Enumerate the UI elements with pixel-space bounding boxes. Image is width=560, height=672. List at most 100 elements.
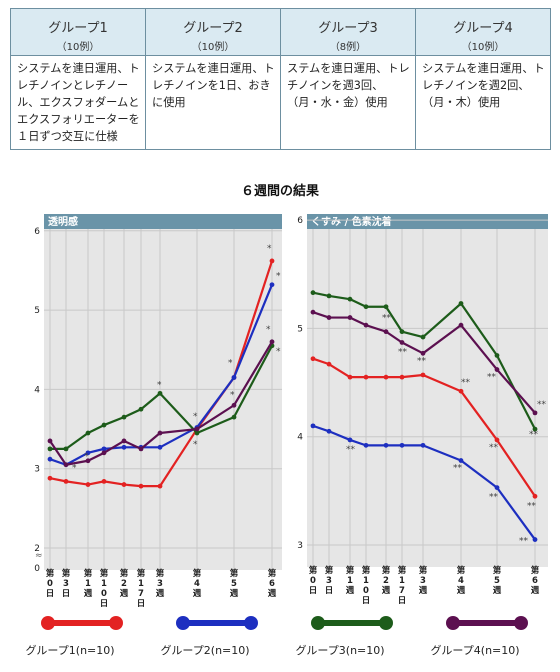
data-point-4 <box>383 329 389 335</box>
svg-text:第: 第 <box>531 565 540 576</box>
svg-text:1: 1 <box>101 579 107 589</box>
svg-text:第: 第 <box>230 568 239 579</box>
chart-dullness: くすみ / 色素沈着 3 4 5 6 ** ** ** ** ** ** ** ** ** ** ** ** **… <box>297 214 548 606</box>
data-point-3 <box>363 304 369 310</box>
svg-text:週: 週 <box>531 586 540 596</box>
data-point-1 <box>269 258 275 264</box>
groups-table: グループ1 （10例） グループ2 （10例） グループ3 （8例） グループ4 （10… <box>10 8 551 150</box>
series-line-3 <box>50 345 273 450</box>
svg-text:週: 週 <box>268 589 277 599</box>
legend-dot <box>514 616 528 630</box>
panel-header-right <box>307 214 548 229</box>
y-tick-label: 6 <box>34 227 40 237</box>
data-point-3 <box>101 422 107 428</box>
data-point-2 <box>532 537 538 542</box>
axis-break-icon: ≈ <box>35 551 43 561</box>
data-point-4 <box>494 367 500 372</box>
data-point-1 <box>399 374 405 380</box>
y-tick-label: 0 <box>34 564 40 574</box>
group-2-header: グループ2 （10例） <box>145 8 281 56</box>
svg-text:第: 第 <box>382 565 391 576</box>
x-tick-label: 第5週 <box>493 565 502 596</box>
series-line-3 <box>312 291 536 430</box>
data-point-2 <box>347 437 353 443</box>
significance-mark: ** <box>487 373 497 383</box>
significance-mark: * <box>276 272 281 282</box>
series-line-4 <box>49 341 273 466</box>
data-point-2 <box>231 375 237 380</box>
data-point-4 <box>121 438 127 444</box>
x-tick-label: 第3週 <box>156 568 165 599</box>
x-tick-label: 第3週 <box>419 565 428 596</box>
data-point-2 <box>269 282 275 288</box>
legend-dot <box>446 616 460 630</box>
svg-text:第: 第 <box>137 568 146 579</box>
svg-text:第: 第 <box>193 568 202 579</box>
svg-text:第: 第 <box>120 568 129 579</box>
svg-text:第: 第 <box>84 568 93 579</box>
significance-mark: * <box>228 359 233 369</box>
data-point-4 <box>194 426 200 432</box>
significance-mark: * <box>193 412 198 422</box>
chart-title-right: くすみ / 色素沈着 <box>311 215 392 228</box>
x-tick-label: 第6週 <box>531 565 540 596</box>
y-tick-label: 2 <box>34 544 40 554</box>
series-line-2 <box>312 424 536 541</box>
y-tick-label: 3 <box>297 541 303 551</box>
svg-text:1: 1 <box>363 576 369 586</box>
x-tick-label: 第4週 <box>457 565 466 596</box>
significance-mark: * <box>267 244 272 254</box>
data-point-2 <box>383 442 389 448</box>
data-point-1 <box>347 374 353 380</box>
data-point-1 <box>121 482 127 487</box>
data-point-4 <box>157 430 163 436</box>
significance-mark: * <box>84 452 89 462</box>
data-point-4 <box>347 315 353 320</box>
y-tick-label: 4 <box>297 433 303 443</box>
data-point-3 <box>121 414 127 420</box>
legend-item-group-1: グループ1(n=10) <box>0 612 140 662</box>
data-point-2 <box>494 485 500 491</box>
legend-item-group-2: グループ2(n=10) <box>135 612 275 662</box>
legend-dot <box>379 616 393 630</box>
svg-text:日: 日 <box>137 599 146 609</box>
group-4-count: （10例） <box>461 42 505 53</box>
data-point-1 <box>63 478 69 484</box>
svg-text:4: 4 <box>194 579 200 589</box>
legend-swatch-group-3 <box>311 616 393 630</box>
data-point-2 <box>85 450 91 456</box>
legend-label-group-3: グループ3(n=10) <box>295 644 385 657</box>
significance-mark: * <box>266 325 271 335</box>
group-3-description: ステムを連日運用、トレチノインを週3回、（月・水・金）使用 <box>280 55 416 150</box>
legend-label-group-1: グループ1(n=10) <box>25 644 115 657</box>
data-point-3 <box>420 334 426 340</box>
data-point-1 <box>157 483 163 489</box>
panel-background-right <box>307 214 548 567</box>
x-tick-label: 第2週 <box>120 568 129 599</box>
section-title: ６週間の結果 <box>240 184 319 199</box>
chart-transparency: 透明感023456≈***********第0日第3日第1週第10日第2週第17… <box>34 214 282 609</box>
legend-dot <box>176 616 190 630</box>
svg-text:7: 7 <box>138 589 144 599</box>
data-point-3 <box>138 406 144 412</box>
svg-text:週: 週 <box>193 589 202 599</box>
significance-mark: ** <box>489 493 499 503</box>
data-point-2 <box>47 456 53 462</box>
svg-text:2: 2 <box>383 576 389 586</box>
x-tick-label: 第2週 <box>382 565 391 596</box>
data-point-3 <box>194 430 200 436</box>
x-tick-label: 第6週 <box>268 568 277 599</box>
significance-mark: * <box>193 440 198 450</box>
svg-text:週: 週 <box>493 586 502 596</box>
svg-text:第: 第 <box>398 565 407 576</box>
svg-text:4: 4 <box>458 576 464 586</box>
svg-text:週: 週 <box>230 589 239 599</box>
data-point-4 <box>363 322 369 328</box>
x-tick-label: 第4週 <box>193 568 202 599</box>
svg-text:日: 日 <box>325 586 334 596</box>
chart-title-left: 透明感 <box>48 215 78 228</box>
group-4-header: グループ4 （10例） <box>415 8 551 56</box>
